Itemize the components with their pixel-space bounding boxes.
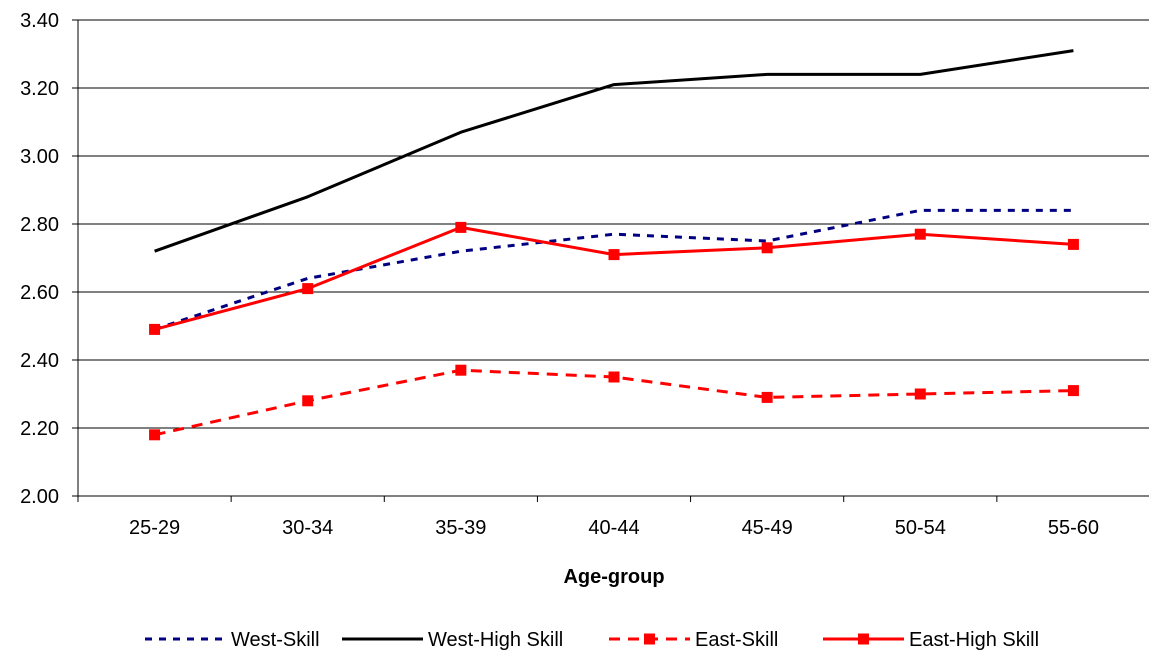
data-point-marker bbox=[455, 364, 467, 376]
series-east-skill bbox=[149, 364, 1079, 441]
x-tick-label: 50-54 bbox=[895, 517, 946, 539]
legend-label: West-High Skill bbox=[428, 629, 563, 651]
data-point-marker bbox=[608, 371, 620, 383]
legend-label: West-Skill bbox=[231, 629, 320, 651]
legend-marker bbox=[644, 633, 655, 645]
x-tick-label: 40-44 bbox=[588, 517, 639, 539]
series-west-skill bbox=[154, 208, 1074, 331]
data-point-marker bbox=[761, 391, 773, 403]
legend-marker bbox=[858, 633, 869, 645]
y-tick-label: 2.80 bbox=[20, 214, 59, 236]
x-tick-label: 25-29 bbox=[129, 517, 180, 539]
gridlines bbox=[78, 19, 1149, 497]
data-point-marker bbox=[302, 283, 314, 295]
data-point-marker bbox=[302, 395, 314, 407]
series-east-high-skill bbox=[149, 221, 1079, 335]
legend-label: East-High Skill bbox=[909, 629, 1039, 651]
data-point-marker bbox=[914, 388, 926, 400]
y-tick-label: 3.40 bbox=[20, 10, 59, 32]
x-axis-title: Age-group bbox=[563, 566, 664, 588]
x-tick-label: 30-34 bbox=[282, 517, 333, 539]
legend-label: East-Skill bbox=[695, 629, 778, 651]
legend-item: West-High Skill bbox=[342, 629, 563, 651]
series-line bbox=[154, 225, 1074, 331]
legend-item: East-Skill bbox=[609, 629, 778, 651]
y-tick-label: 2.00 bbox=[20, 486, 59, 508]
y-tick-label: 3.00 bbox=[20, 146, 59, 168]
data-point-marker bbox=[914, 228, 926, 240]
data-point-marker bbox=[149, 323, 161, 335]
y-tick-label: 2.20 bbox=[20, 418, 59, 440]
data-point-marker bbox=[1067, 385, 1079, 397]
y-tick-label: 2.60 bbox=[20, 282, 59, 304]
legend-item: West-Skill bbox=[145, 629, 320, 651]
x-tick-label: 35-39 bbox=[435, 517, 486, 539]
data-point-marker bbox=[761, 242, 773, 254]
series-line bbox=[154, 208, 1074, 331]
x-tick-label: 55-60 bbox=[1048, 517, 1099, 539]
y-tick-labels: 2.00 2.20 2.40 2.60 2.80 3.00 3.20 3.40 bbox=[20, 10, 59, 508]
data-point-marker bbox=[149, 429, 161, 441]
legend-item: East-High Skill bbox=[823, 629, 1039, 651]
y-tick-label: 3.20 bbox=[20, 78, 59, 100]
data-point-marker bbox=[608, 249, 620, 261]
legend: West-Skill West-High Skill East-Skill East-… bbox=[145, 629, 1039, 651]
axes bbox=[72, 19, 1149, 502]
series-line bbox=[154, 49, 1074, 253]
series-lines bbox=[149, 49, 1079, 441]
y-tick-label: 2.40 bbox=[20, 350, 59, 372]
data-point-marker bbox=[455, 221, 467, 233]
series-west-high-skill bbox=[154, 49, 1074, 253]
data-point-marker bbox=[1067, 238, 1079, 250]
x-tick-label: 45-49 bbox=[742, 517, 793, 539]
x-tick-labels: 25-29 30-34 35-39 40-44 45-49 50-54 55-60 bbox=[129, 517, 1099, 539]
